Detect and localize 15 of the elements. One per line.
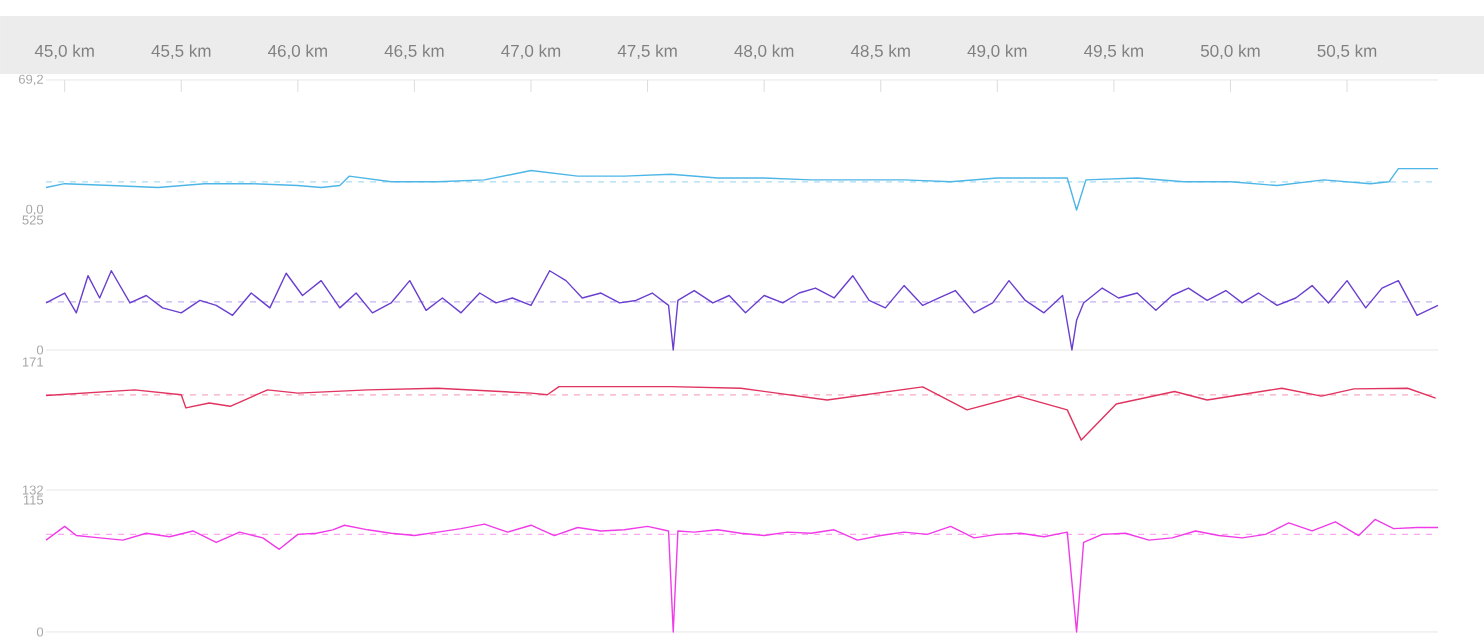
- x-tick-label: 45,0 km: [34, 44, 94, 59]
- x-tick-label: 48,5 km: [850, 44, 910, 59]
- x-tick-label: 48,0 km: [734, 44, 794, 59]
- x-tick-label: 45,5 km: [151, 44, 211, 59]
- x-tick-label: 50,0 km: [1200, 44, 1260, 59]
- x-tick-label: 46,5 km: [384, 44, 444, 59]
- x-tick-label: 47,0 km: [501, 44, 561, 59]
- x-tick-label: 49,5 km: [1084, 44, 1143, 59]
- x-tick-label: 46,0 km: [267, 44, 327, 59]
- x-tick-label: 49,0 km: [967, 44, 1027, 59]
- line-series: [45, 518, 1439, 633]
- line-series: [45, 385, 1437, 441]
- x-tick-label: 50,5 km: [1317, 44, 1377, 59]
- x-tick-label: 47,5 km: [617, 44, 677, 59]
- line-series: [45, 270, 1439, 351]
